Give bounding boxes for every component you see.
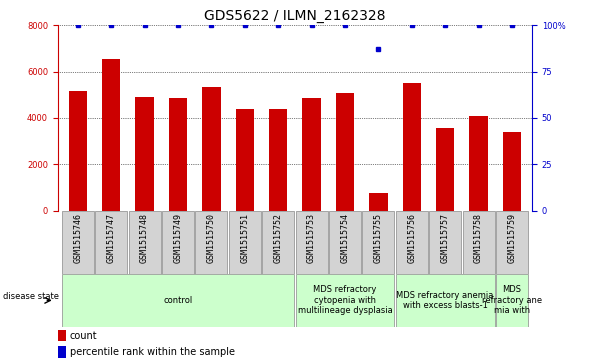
FancyBboxPatch shape xyxy=(95,211,127,274)
Text: GSM1515749: GSM1515749 xyxy=(173,213,182,263)
Text: MDS
refractory ane
mia with: MDS refractory ane mia with xyxy=(482,285,542,315)
FancyBboxPatch shape xyxy=(396,211,428,274)
FancyBboxPatch shape xyxy=(162,211,194,274)
FancyBboxPatch shape xyxy=(329,211,361,274)
Text: MDS refractory anemia
with excess blasts-1: MDS refractory anemia with excess blasts… xyxy=(396,291,494,310)
Bar xyxy=(503,132,521,211)
FancyBboxPatch shape xyxy=(195,211,227,274)
Title: GDS5622 / ILMN_2162328: GDS5622 / ILMN_2162328 xyxy=(204,9,385,23)
FancyBboxPatch shape xyxy=(62,211,94,274)
FancyBboxPatch shape xyxy=(62,274,294,327)
Text: GSM1515759: GSM1515759 xyxy=(508,213,516,263)
FancyBboxPatch shape xyxy=(496,211,528,274)
FancyBboxPatch shape xyxy=(429,211,461,274)
FancyBboxPatch shape xyxy=(396,274,494,327)
Bar xyxy=(269,109,288,211)
Bar xyxy=(58,346,66,358)
Text: GSM1515753: GSM1515753 xyxy=(307,213,316,263)
Bar xyxy=(336,93,354,211)
FancyBboxPatch shape xyxy=(362,211,395,274)
Text: percentile rank within the sample: percentile rank within the sample xyxy=(69,347,235,357)
Text: control: control xyxy=(164,296,193,305)
FancyBboxPatch shape xyxy=(295,274,395,327)
Bar xyxy=(302,98,321,211)
Text: GSM1515746: GSM1515746 xyxy=(74,213,82,263)
Bar xyxy=(202,87,221,211)
Text: count: count xyxy=(69,331,97,341)
Text: disease state: disease state xyxy=(3,292,59,301)
Text: GSM1515757: GSM1515757 xyxy=(441,213,450,263)
Bar xyxy=(58,330,66,341)
Bar xyxy=(136,97,154,211)
FancyBboxPatch shape xyxy=(463,211,494,274)
Bar xyxy=(402,83,421,211)
Bar xyxy=(69,91,87,211)
FancyBboxPatch shape xyxy=(295,211,328,274)
Text: GSM1515750: GSM1515750 xyxy=(207,213,216,263)
Bar xyxy=(469,116,488,211)
Text: GSM1515755: GSM1515755 xyxy=(374,213,383,263)
Text: GSM1515748: GSM1515748 xyxy=(140,213,149,263)
Bar xyxy=(369,193,387,211)
Text: GSM1515752: GSM1515752 xyxy=(274,213,283,263)
Bar xyxy=(236,109,254,211)
FancyBboxPatch shape xyxy=(496,274,528,327)
Text: GSM1515756: GSM1515756 xyxy=(407,213,416,263)
FancyBboxPatch shape xyxy=(229,211,261,274)
Text: GSM1515747: GSM1515747 xyxy=(106,213,116,263)
Text: GSM1515751: GSM1515751 xyxy=(240,213,249,263)
Bar xyxy=(102,59,120,211)
Bar xyxy=(436,129,454,211)
FancyBboxPatch shape xyxy=(262,211,294,274)
Text: MDS refractory
cytopenia with
multilineage dysplasia: MDS refractory cytopenia with multilinea… xyxy=(297,285,392,315)
Text: GSM1515758: GSM1515758 xyxy=(474,213,483,263)
Text: GSM1515754: GSM1515754 xyxy=(340,213,350,263)
Bar xyxy=(169,98,187,211)
FancyBboxPatch shape xyxy=(128,211,161,274)
